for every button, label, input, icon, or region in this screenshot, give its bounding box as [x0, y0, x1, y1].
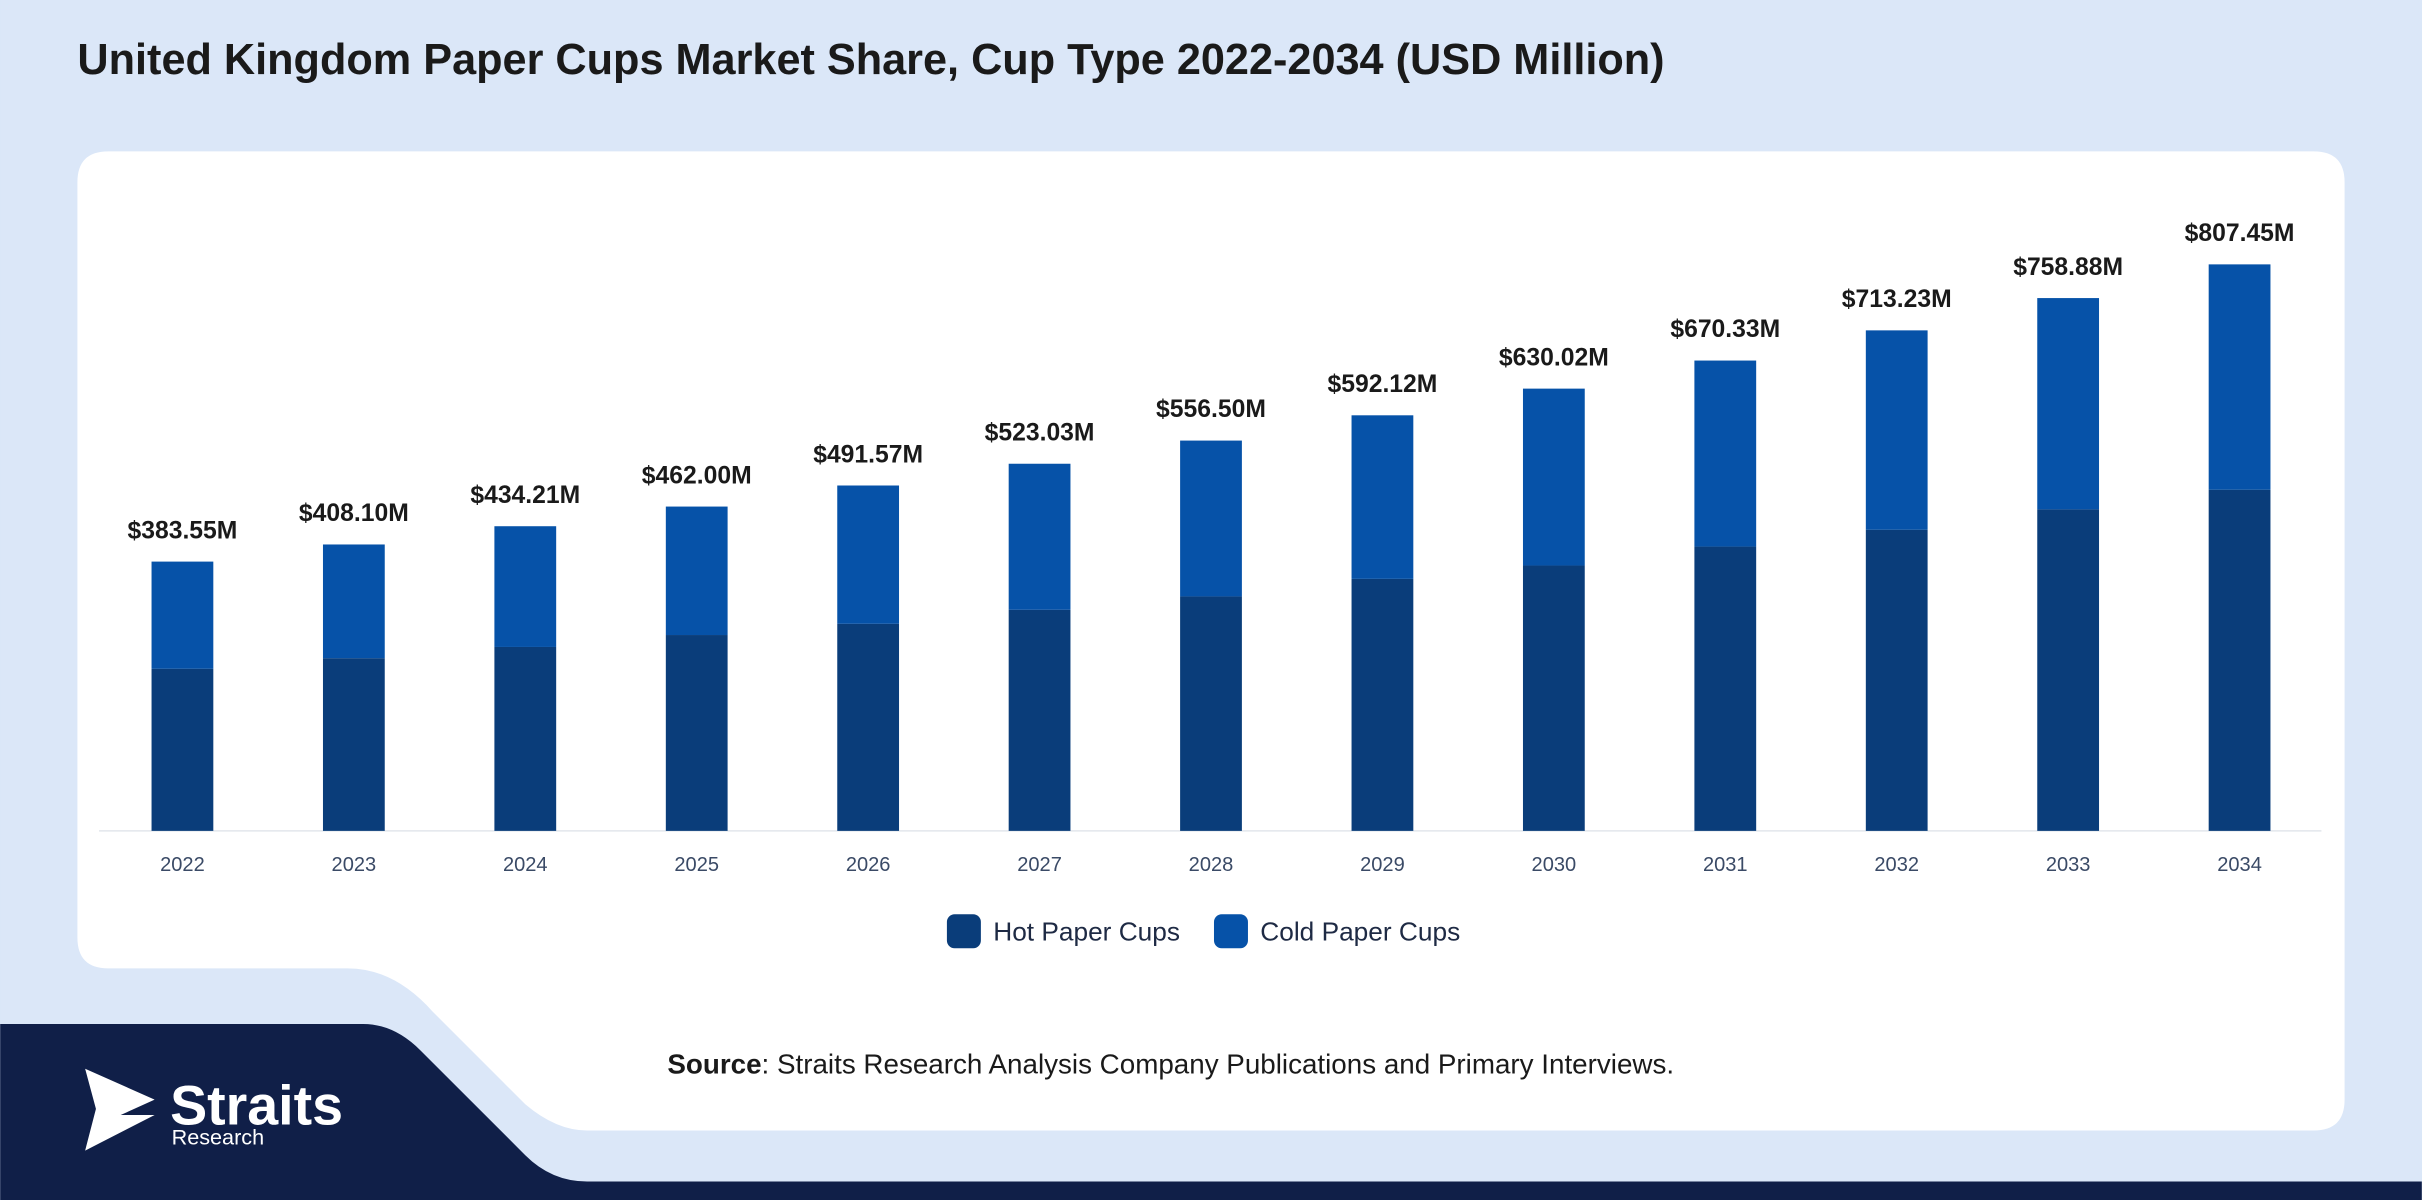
- bar-segment: [1180, 596, 1242, 831]
- bar-segment: [1008, 463, 1071, 610]
- logo-icon: [85, 1068, 155, 1151]
- x-tick-label: 2026: [846, 854, 891, 876]
- bar-segment: [494, 646, 557, 831]
- x-tick-label: 2027: [1017, 854, 1062, 876]
- x-tick-label: 2024: [503, 854, 548, 876]
- legend-label: Hot Paper Cups: [993, 917, 1180, 947]
- bar-segment: [322, 658, 385, 831]
- bar-segment: [1180, 440, 1242, 597]
- x-tick-label: 2030: [1532, 854, 1577, 876]
- total-label: $462.00M: [642, 462, 752, 489]
- bar-segment: [1522, 565, 1585, 831]
- bar-segment: [322, 544, 385, 659]
- x-tick-label: 2031: [1703, 854, 1748, 876]
- legend-label: Cold Paper Cups: [1260, 917, 1460, 947]
- bar-segment: [665, 506, 728, 636]
- bar-segment: [494, 526, 557, 647]
- total-label: $383.55M: [127, 517, 237, 544]
- total-label: $670.33M: [1670, 316, 1780, 343]
- x-tick-label: 2025: [674, 854, 719, 876]
- bar-segment: [151, 668, 214, 831]
- bar-segment: [2208, 264, 2271, 490]
- bar-segment: [665, 635, 728, 831]
- x-tick-label: 2029: [1360, 854, 1405, 876]
- total-label: $491.57M: [813, 442, 923, 469]
- bar-segment: [2037, 509, 2100, 831]
- bar-segment: [1694, 360, 1757, 547]
- total-label: $713.23M: [1842, 286, 1952, 313]
- x-tick-label: 2033: [2046, 854, 2091, 876]
- bar-segment: [2037, 298, 2100, 510]
- footer-band: [0, 1023, 2422, 1200]
- bar-segment: [837, 623, 900, 831]
- bar-segment: [1008, 609, 1071, 831]
- x-tick-label: 2028: [1189, 854, 1234, 876]
- x-tick-label: 2032: [1874, 854, 1919, 876]
- chart-title: United Kingdom Paper Cups Market Share, …: [77, 36, 1664, 84]
- total-label: $630.02M: [1499, 344, 1609, 371]
- source-label: Source: [667, 1048, 761, 1079]
- source-text: : Straits Research Analysis Company Publ…: [762, 1048, 1675, 1079]
- x-tick-label: 2022: [160, 854, 205, 876]
- bar-segment: [1522, 388, 1585, 566]
- x-tick-label: 2034: [2217, 854, 2262, 876]
- legend-swatch: [946, 914, 981, 949]
- bar-segment: [1351, 415, 1414, 579]
- total-label: $523.03M: [985, 420, 1095, 447]
- source: Source: Straits Research Analysis Compan…: [667, 1048, 1674, 1079]
- bar-segment: [1865, 330, 1928, 530]
- bar-segment: [2208, 489, 2271, 831]
- total-label: $434.21M: [470, 482, 580, 509]
- logo-sub: Research: [172, 1124, 264, 1149]
- total-label: $592.12M: [1327, 371, 1437, 398]
- legend: Hot Paper Cups Cold Paper Cups: [946, 914, 1460, 949]
- x-tick-label: 2023: [332, 854, 377, 876]
- logo-name: Straits: [170, 1074, 343, 1136]
- total-label: $758.88M: [2013, 254, 2123, 281]
- legend-swatch: [1213, 914, 1248, 949]
- total-label: $556.50M: [1156, 396, 1266, 423]
- bar-segment: [837, 485, 900, 624]
- bar-segment: [151, 561, 214, 669]
- bar-segment: [1351, 578, 1414, 831]
- bar-segment: [1865, 529, 1928, 831]
- total-label: $408.10M: [299, 500, 409, 527]
- total-label: $807.45M: [2185, 220, 2295, 247]
- bar-segment: [1694, 546, 1757, 831]
